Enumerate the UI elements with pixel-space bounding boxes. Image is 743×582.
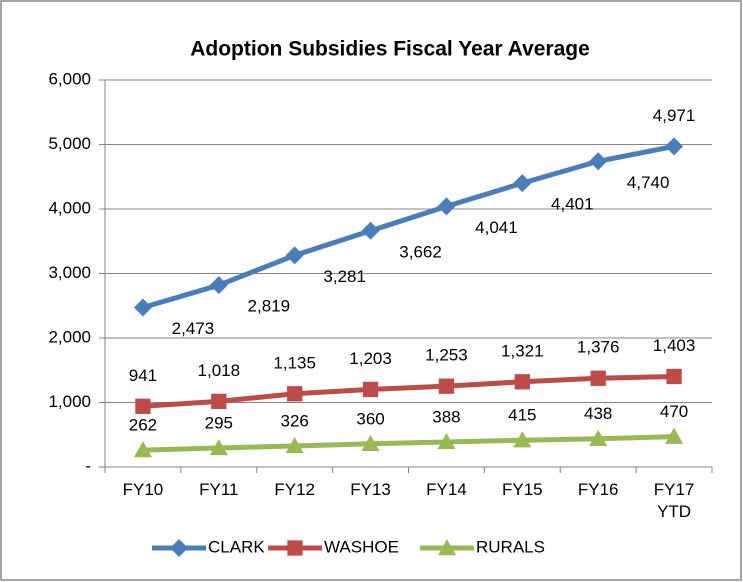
data-point: [665, 427, 684, 444]
data-point: [135, 398, 151, 414]
data-label: 4,971: [653, 106, 696, 125]
data-label: 470: [660, 402, 688, 421]
legend-label: RURALS: [476, 537, 545, 556]
x-tick-label: FY13: [350, 480, 391, 499]
data-label: 1,203: [349, 349, 392, 368]
data-label: 326: [281, 411, 309, 430]
x-tick-label: FY12: [274, 480, 315, 499]
data-point: [437, 432, 456, 450]
legend-marker: [438, 539, 456, 556]
data-label: 415: [508, 406, 536, 425]
data-label: 2,473: [172, 319, 215, 338]
legend-marker: [170, 539, 188, 557]
series-line: [142, 374, 675, 409]
y-tick-label: 5,000: [48, 134, 91, 153]
data-label: 4,401: [551, 195, 594, 214]
data-point: [209, 438, 228, 456]
data-point: [287, 386, 303, 402]
data-label: 438: [584, 404, 612, 423]
x-tick-label: FY16: [577, 480, 619, 499]
data-label: 360: [356, 409, 384, 428]
data-label: 1,376: [577, 338, 620, 357]
data-label: 1,018: [198, 361, 241, 380]
data-point: [589, 152, 608, 171]
series-line: [142, 434, 675, 453]
data-point: [438, 378, 455, 394]
data-label: 1,321: [501, 341, 544, 360]
data-point: [209, 276, 228, 295]
data-point: [589, 429, 608, 446]
data-point: [362, 381, 379, 398]
data-label: 941: [129, 366, 157, 385]
chart-title: Adoption Subsidies Fiscal Year Average: [190, 38, 590, 61]
data-point: [666, 368, 682, 385]
x-tick-label: FY14: [426, 480, 467, 499]
x-tick-label: FY10: [122, 480, 164, 499]
data-point: [514, 374, 530, 390]
x-tick-label: FY11: [199, 480, 239, 499]
data-label: 2,819: [248, 297, 291, 316]
y-tick-label: 2,000: [48, 327, 91, 346]
data-point: [437, 197, 456, 216]
y-tick-label: 3,000: [48, 263, 91, 282]
x-tick-label: FY15: [501, 480, 543, 499]
data-label: 388: [432, 407, 460, 426]
y-tick-label: 1,000: [48, 392, 91, 411]
data-label: 295: [205, 413, 233, 432]
data-point: [513, 431, 532, 448]
data-point: [590, 370, 606, 386]
x-tick-label: FY17 YTD: [653, 480, 695, 521]
data-label: 1,135: [273, 353, 316, 372]
data-label: 3,281: [323, 267, 366, 286]
y-tick-label: 4,000: [48, 198, 91, 217]
data-point: [133, 441, 152, 458]
data-point: [211, 393, 227, 409]
data-point: [285, 436, 304, 454]
data-point: [513, 174, 532, 193]
legend-marker: [287, 540, 303, 556]
data-label: 1,253: [425, 346, 468, 365]
data-point: [665, 137, 684, 156]
data-point: [361, 221, 380, 240]
data-point: [285, 246, 304, 265]
y-tick-label: 6,000: [48, 69, 91, 88]
data-label: 1,403: [653, 336, 696, 355]
data-label: 4,041: [475, 218, 518, 237]
legend-label: CLARK: [208, 537, 265, 556]
data-label: 4,740: [627, 173, 670, 192]
data-label: 3,662: [399, 242, 442, 261]
series-line: [142, 143, 675, 310]
legend-label: WASHOE: [324, 537, 399, 556]
data-point: [133, 298, 152, 317]
data-point: [361, 434, 380, 451]
y-tick-label: -: [85, 456, 91, 475]
data-label: 262: [129, 416, 157, 435]
